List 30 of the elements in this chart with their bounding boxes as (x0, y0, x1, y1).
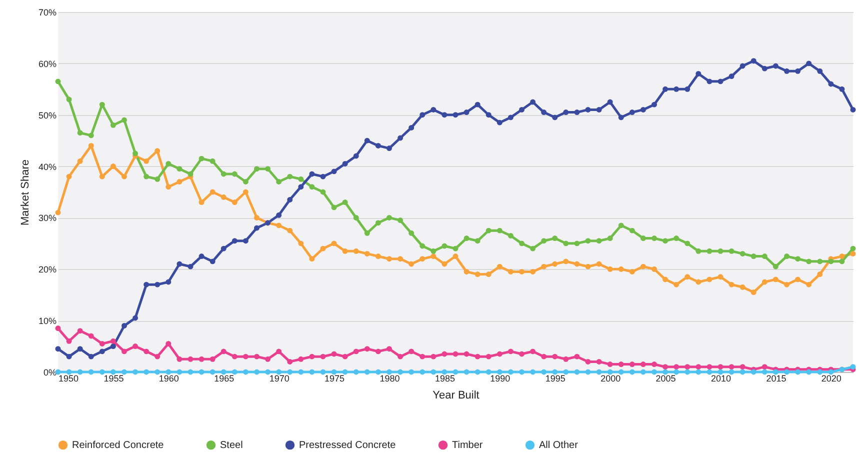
y-tick-label: 50% (38, 110, 56, 120)
x-tick-label: 1990 (490, 374, 510, 384)
x-tick-label: 1950 (58, 374, 79, 384)
y-tick-label: 30% (38, 213, 56, 224)
x-tick-label: 2005 (656, 374, 676, 384)
x-tick-label: 1985 (434, 374, 455, 384)
x-tick-label: 1960 (158, 374, 179, 384)
x-tick-label: 2020 (821, 374, 842, 384)
x-tick-label: 1975 (324, 374, 345, 384)
y-tick-label: 60% (38, 58, 56, 69)
x-tick-label: 1995 (545, 374, 566, 384)
x-tick-label: 2010 (710, 374, 732, 384)
x-axis-title: Year Built (432, 390, 480, 402)
y-tick-label: 0% (43, 368, 56, 378)
x-tick-label: 1955 (104, 374, 124, 384)
x-tick-label: 2015 (766, 374, 786, 384)
y-tick-label: 10% (38, 316, 56, 326)
legend-label: Timber (452, 440, 484, 452)
legend-label: Steel (220, 440, 243, 452)
x-tick-label: 1970 (269, 374, 290, 384)
legend-label: Reinforced Concrete (72, 440, 164, 452)
x-tick-label: 1965 (214, 374, 234, 384)
y-tick-label: 20% (38, 264, 56, 275)
y-axis-title: Market Share (19, 159, 32, 226)
y-tick-label: 70% (38, 8, 56, 18)
legend-label: All Other (539, 440, 579, 452)
y-tick-label: 40% (38, 162, 56, 172)
legend-label: Prestressed Concrete (299, 440, 396, 452)
x-tick-label: 1980 (380, 374, 400, 384)
x-tick-label: 2000 (600, 374, 621, 384)
